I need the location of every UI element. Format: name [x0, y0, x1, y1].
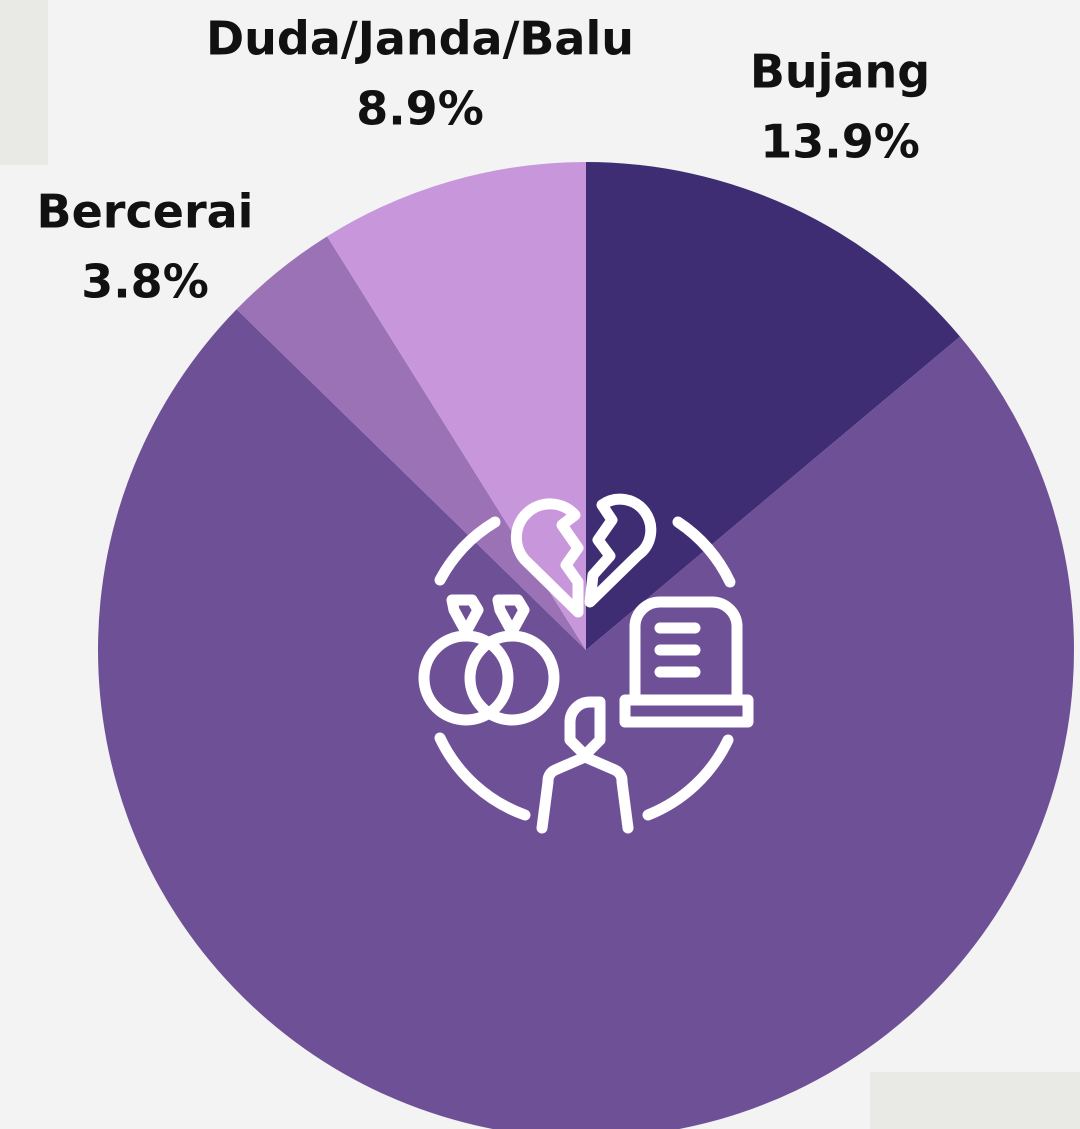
value-label: 3.8%	[81, 255, 209, 309]
background-patch	[0, 0, 48, 165]
pie-slice	[236, 236, 587, 650]
category-label: Bercerai	[37, 185, 254, 239]
category-label: Duda/Janda/Balu	[206, 12, 634, 66]
value-label: 8.9%	[356, 82, 484, 136]
value-label: 13.9%	[760, 115, 920, 169]
center-icon	[418, 493, 754, 834]
category-label: Bujang	[750, 45, 930, 99]
background-patch	[870, 1072, 1080, 1129]
pie-slice	[98, 309, 1074, 1129]
pie	[98, 162, 1074, 1129]
labels: Bujang 13.9% Bercerai 3.8% Duda/Janda/Balu 8.…	[37, 12, 931, 309]
